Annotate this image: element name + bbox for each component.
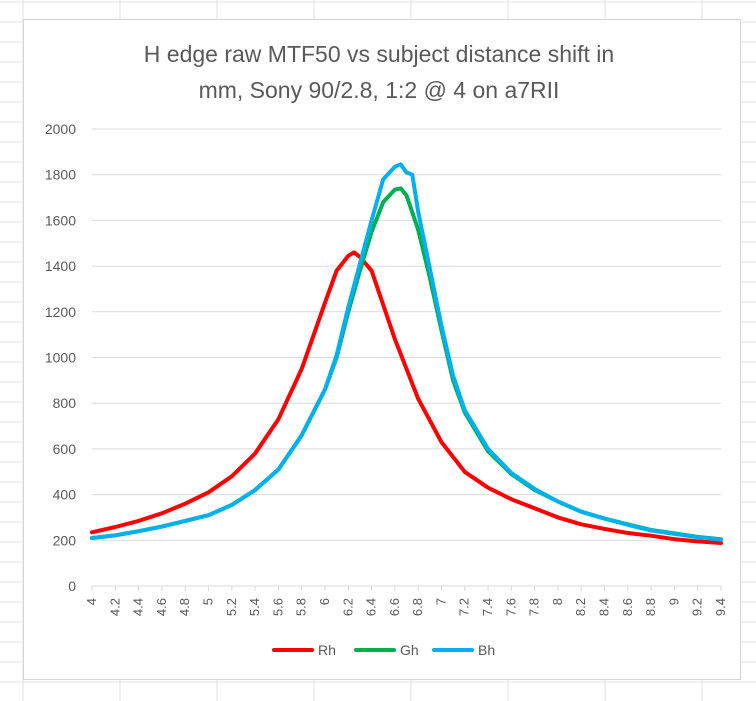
x-tick-label: 5.2 [224, 598, 239, 616]
axes: 0 200 400 600 800 1000 1200 1400 1600 1800 2000 4 4.… [45, 121, 728, 616]
y-tick-label: 400 [53, 487, 77, 503]
x-tick-label: 8.8 [643, 598, 658, 616]
y-tick-label: 1800 [45, 167, 76, 183]
y-tick-label: 1600 [45, 212, 76, 228]
chart-area[interactable]: H edge raw MTF50 vs subject distance shi… [23, 19, 741, 680]
x-tick-label: 7 [433, 598, 448, 605]
x-tick-label: 6.8 [410, 598, 425, 616]
x-tick-label: 4.8 [177, 598, 192, 616]
x-tick-label: 7.6 [503, 598, 518, 616]
y-tick-label: 2000 [45, 121, 76, 137]
mtf50-line-chart: H edge raw MTF50 vs subject distance shi… [45, 41, 728, 658]
x-tick-label: 6.2 [340, 598, 355, 616]
legend-label-gh: Gh [400, 642, 419, 658]
x-tick-label: 9.2 [690, 598, 705, 616]
legend: Rh Gh Bh [272, 642, 495, 658]
x-tick-label: 9 [666, 598, 681, 605]
y-tick-label: 200 [53, 532, 77, 548]
series-line-rh [90, 250, 723, 545]
x-tick-label: 6.6 [387, 598, 402, 616]
x-tick-label: 8 [550, 598, 565, 605]
legend-label-rh: Rh [318, 642, 336, 658]
series-line-bh [90, 162, 723, 542]
y-tick-label: 0 [68, 578, 76, 594]
x-tick-label: 7.8 [527, 598, 542, 616]
x-tick-label: 8.4 [597, 598, 612, 616]
x-tick-label: 8.2 [573, 598, 588, 616]
x-tick-label: 5 [200, 598, 215, 605]
y-tick-label: 600 [53, 441, 77, 457]
x-tick-label: 7.2 [457, 598, 472, 616]
gridlines [92, 128, 721, 541]
x-tick-label: 8.6 [620, 598, 635, 616]
x-tick-label: 4.6 [154, 598, 169, 616]
legend-label-bh: Bh [478, 642, 495, 658]
x-tick-label: 4.4 [131, 598, 146, 616]
y-tick-label: 1400 [45, 258, 76, 274]
y-tick-label: 1200 [45, 304, 76, 320]
y-tick-label: 1000 [45, 350, 76, 366]
x-tick-label: 6 [317, 598, 332, 605]
x-tick-label: 4.2 [107, 598, 122, 616]
x-tick-label: 5.6 [270, 598, 285, 616]
x-tick-label: 5.8 [294, 598, 309, 616]
x-tick-label: 9.4 [713, 598, 728, 616]
series-lines [90, 162, 723, 545]
chart-title-line-1: H edge raw MTF50 vs subject distance shi… [144, 41, 614, 67]
x-tick-label: 4 [84, 598, 99, 605]
y-tick-label: 800 [53, 395, 77, 411]
x-tick-label: 5.4 [247, 598, 262, 616]
x-tick-label: 7.4 [480, 598, 495, 616]
x-tick-label: 6.4 [364, 598, 379, 616]
chart-title-line-2: mm, Sony 90/2.8, 1:2 @ 4 on a7RII [199, 77, 560, 103]
